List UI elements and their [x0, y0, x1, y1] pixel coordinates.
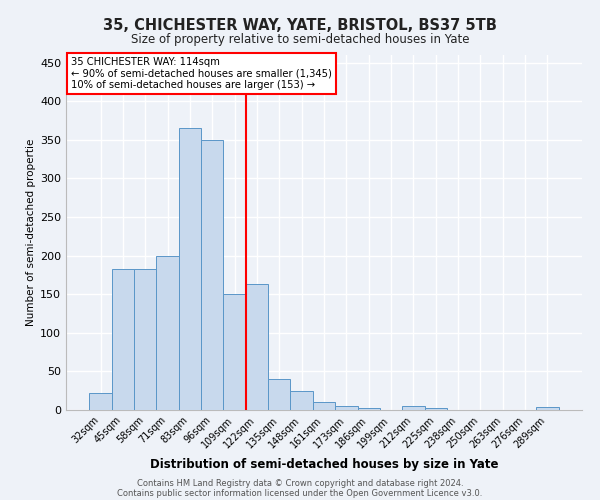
Text: 35, CHICHESTER WAY, YATE, BRISTOL, BS37 5TB: 35, CHICHESTER WAY, YATE, BRISTOL, BS37 … — [103, 18, 497, 32]
Bar — [402, 406, 425, 410]
Bar — [179, 128, 201, 410]
Bar — [290, 390, 313, 410]
X-axis label: Distribution of semi-detached houses by size in Yate: Distribution of semi-detached houses by … — [150, 458, 498, 471]
Bar — [223, 294, 246, 410]
Bar — [134, 269, 157, 410]
Text: 35 CHICHESTER WAY: 114sqm
← 90% of semi-detached houses are smaller (1,345)
10% : 35 CHICHESTER WAY: 114sqm ← 90% of semi-… — [71, 57, 332, 90]
Bar — [112, 269, 134, 410]
Bar — [201, 140, 223, 410]
Bar — [358, 408, 380, 410]
Bar — [157, 256, 179, 410]
Text: Contains HM Land Registry data © Crown copyright and database right 2024.: Contains HM Land Registry data © Crown c… — [137, 478, 463, 488]
Bar — [246, 284, 268, 410]
Y-axis label: Number of semi-detached propertie: Number of semi-detached propertie — [26, 139, 36, 326]
Bar — [536, 407, 559, 410]
Text: Contains public sector information licensed under the Open Government Licence v3: Contains public sector information licen… — [118, 488, 482, 498]
Text: Size of property relative to semi-detached houses in Yate: Size of property relative to semi-detach… — [131, 32, 469, 46]
Bar — [425, 408, 447, 410]
Bar — [89, 393, 112, 410]
Bar — [313, 402, 335, 410]
Bar — [268, 379, 290, 410]
Bar — [335, 406, 358, 410]
